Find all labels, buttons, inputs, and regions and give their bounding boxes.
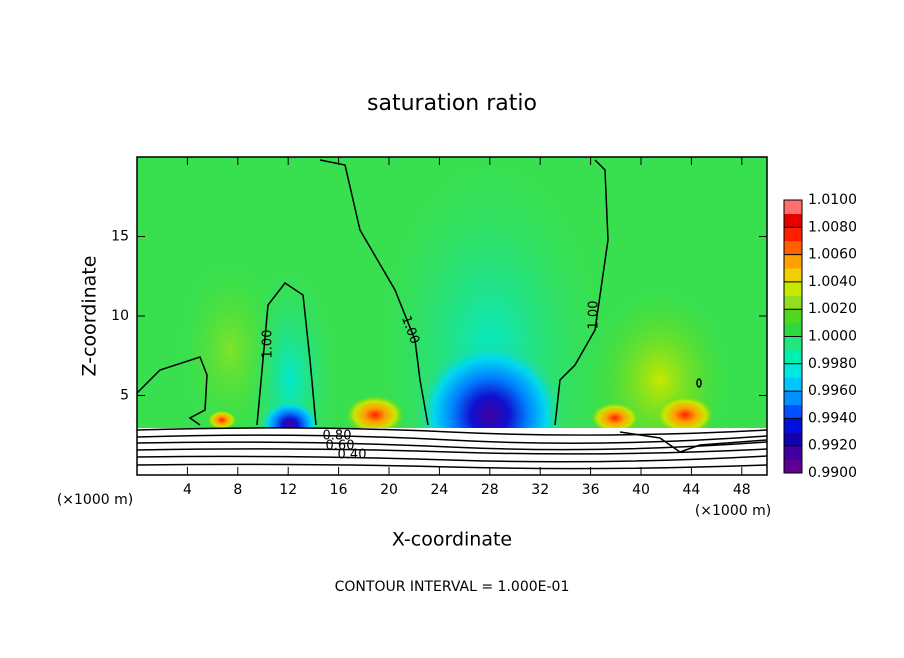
colorbar-tick-label: 1.0020: [808, 301, 857, 317]
colorbar-tick-label: 0.9960: [808, 383, 857, 399]
colorbar-swatch: [784, 377, 802, 392]
colorbar-swatch: [784, 391, 802, 406]
contour-label: 0.80: [323, 429, 352, 444]
contour-label: 0.40: [338, 448, 367, 463]
colorbar-tick-label: 0.9980: [808, 356, 857, 372]
colorbar-tick-label: 1.0100: [808, 192, 857, 208]
y-axis-unit: (×1000 m): [57, 492, 133, 508]
chart-title: saturation ratio: [367, 91, 537, 116]
x-tick-label: 20: [380, 482, 398, 498]
x-tick-label: 24: [430, 482, 448, 498]
colorbar-swatch: [784, 281, 802, 296]
colorbar-swatch: [784, 254, 802, 269]
colorbar-swatch: [784, 295, 802, 310]
colorbar-tick-label: 0.9940: [808, 410, 857, 426]
y-tick-label: 10: [111, 308, 129, 324]
field-patch: [655, 395, 715, 435]
field-patch: [590, 402, 640, 434]
colorbar-swatch: [784, 418, 802, 433]
x-tick-label: 44: [682, 482, 700, 498]
colorbar-swatch: [784, 445, 802, 460]
colorbar-swatch: [784, 200, 802, 214]
x-tick-label: 12: [279, 482, 297, 498]
field: [137, 157, 767, 475]
colorbar-swatch: [784, 268, 802, 283]
contour-line: [137, 434, 767, 444]
contour-line: [696, 378, 702, 388]
contour-line: [619, 431, 767, 453]
contour-label: 0.60: [326, 439, 355, 454]
contour-label: 1.00: [261, 330, 276, 359]
colorbar-swatch: [784, 336, 802, 351]
x-tick-label: 40: [632, 482, 650, 498]
colorbar-swatch: [784, 213, 802, 228]
colorbar-swatch: [784, 240, 802, 255]
contour-line: [137, 356, 208, 426]
x-tick-label: 8: [233, 482, 242, 498]
footnote: CONTOUR INTERVAL = 1.000E-01: [335, 579, 570, 595]
colorbar-swatch: [784, 350, 802, 365]
colorbar-tick-label: 1.0040: [808, 274, 857, 290]
field-patch: [207, 410, 237, 430]
x-tick-label: 28: [481, 482, 499, 498]
x-tick-label: 36: [582, 482, 600, 498]
x-tick-label: 4: [183, 482, 192, 498]
colorbar-tick-label: 0.9900: [808, 465, 857, 481]
contour-line: [137, 441, 767, 451]
x-tick-label: 48: [733, 482, 751, 498]
y-tick-label: 15: [111, 229, 129, 245]
y-tick-label: 5: [120, 388, 129, 404]
colorbar-tick-label: 1.0060: [808, 247, 857, 263]
field-patch: [180, 260, 280, 440]
colorbar-swatch: [784, 363, 802, 378]
field-patch: [345, 395, 405, 435]
x-tick-label: 32: [531, 482, 549, 498]
contour-lines: [137, 159, 767, 470]
x-axis-label: X-coordinate: [392, 529, 512, 551]
contour-line: [137, 448, 767, 455]
x-tick-label: 16: [330, 482, 348, 498]
contour-line: [256, 281, 317, 426]
colorbar-tick-label: 0.9920: [808, 438, 857, 454]
colorbar-tick-label: 1.0080: [808, 219, 857, 235]
colorbar-swatch: [784, 322, 802, 337]
colorbar-tick-label: 1.0000: [808, 329, 857, 345]
colorbar-swatch: [784, 309, 802, 324]
colorbar-swatch: [784, 459, 802, 474]
contour-line: [319, 159, 429, 426]
contour-label: 1.00: [587, 301, 602, 330]
colorbar-swatch: [784, 404, 802, 419]
contour-line: [554, 159, 609, 426]
y-axis-label: Z-coordinate: [79, 256, 101, 377]
colorbar-swatch: [784, 227, 802, 242]
contour-line: [137, 463, 767, 470]
x-axis-unit: (×1000 m): [695, 503, 771, 519]
contour-line: [137, 427, 767, 436]
contour-line: [137, 455, 767, 463]
colorbar-swatch: [784, 432, 802, 446]
